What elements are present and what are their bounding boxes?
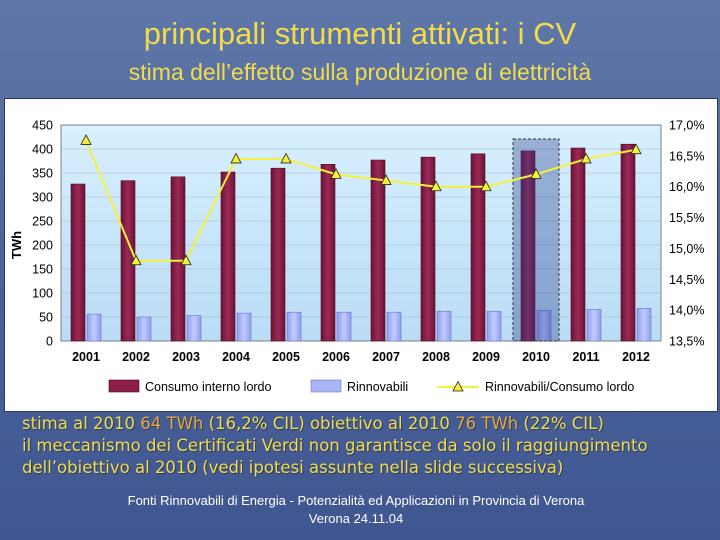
x-tick-label: 2001	[72, 350, 100, 364]
ratio-point	[280, 152, 292, 164]
ratio-point	[180, 254, 192, 266]
x-tick-label: 2002	[122, 350, 150, 364]
legend-label-consumo: Consumo interno lordo	[145, 380, 272, 394]
bar-consumo	[270, 167, 286, 342]
y2-tick-label: 15,5%	[669, 211, 704, 225]
bar-consumo	[470, 153, 486, 342]
ratio-point	[80, 134, 92, 145]
legend-label-ratio: Rinnovabili/Consumo lordo	[485, 380, 634, 394]
bar-consumo	[170, 176, 186, 342]
ratio-line-group	[80, 134, 642, 266]
x-tick-label: 2006	[322, 350, 350, 364]
y2-tick-label: 14,5%	[669, 273, 704, 287]
estimate-value: 64 TWh	[140, 414, 204, 433]
x-axis-ticks: 2001 2002 2003 2004 2005 2006 2007 2008 2009 2010…	[72, 350, 650, 364]
bar-consumo	[570, 147, 586, 342]
legend-marker-ratio	[452, 380, 464, 392]
footer: Fonti Rinnovabili di Energia - Potenzial…	[0, 492, 712, 528]
notes-line-1c: (16,2% CIL) obiettivo al 2010	[203, 414, 456, 433]
bar-rinnovabili	[336, 311, 352, 342]
target-value: 76 TWh	[455, 414, 519, 433]
bar-rinnovabili	[136, 316, 152, 342]
bar-rinnovabili	[486, 310, 502, 342]
bar-rinnovabili	[636, 308, 652, 342]
bar-rinnovabili	[186, 315, 202, 342]
plot-area	[60, 124, 662, 342]
notes-line-2: il meccanismo dei Certificati Verdi non …	[22, 436, 648, 455]
bar-rinnovabili	[236, 312, 252, 342]
ratio-point	[330, 168, 342, 179]
legend-swatch-rinnovabili	[310, 379, 342, 393]
x-tick-label: 2012	[622, 350, 650, 364]
bar-consumo	[370, 159, 386, 342]
bar-consumo	[220, 171, 236, 342]
y-axis-label: TWh	[9, 231, 24, 259]
x-tick-label: 2008	[422, 350, 450, 364]
y-tick-label: 350	[32, 167, 53, 181]
notes-line-3: dell’obiettivo al 2010 (vedi ipotesi ass…	[22, 458, 564, 477]
slide-subtitle: stima dell’effetto sulla produzione di e…	[128, 59, 592, 85]
y2-tick-label: 14,0%	[669, 304, 704, 318]
y-tick-label: 250	[32, 215, 53, 229]
y-tick-label: 400	[32, 143, 53, 157]
notes-line-1: stima al 2010 64 TWh (16,2% CIL) obietti…	[22, 413, 712, 435]
y-tick-label: 100	[32, 287, 53, 301]
bar-rinnovabili	[386, 311, 402, 342]
combo-chart: 0 50 100 150 200 250 300 350 400 450 13,5% 14,0% 14…	[9, 119, 704, 395]
grid-lines	[61, 148, 661, 318]
chart-container: 0 50 100 150 200 250 300 350 400 450 13,5% 14,0% 14…	[4, 98, 718, 412]
y2-tick-label: 13,5%	[669, 335, 704, 349]
notes-line-1a: stima al 2010	[22, 414, 141, 433]
y-tick-label: 200	[32, 239, 53, 253]
ratio-point	[480, 180, 492, 192]
legend-swatch-consumo	[108, 379, 140, 393]
y-axis-ticks: 0 50 100 150 200 250 300 350 400 450	[32, 119, 53, 349]
y2-tick-label: 15,0%	[669, 242, 704, 256]
y-tick-label: 150	[32, 263, 53, 277]
y2-tick-label: 17,0%	[669, 119, 704, 133]
y2-tick-label: 16,5%	[669, 149, 704, 163]
ratio-point	[530, 168, 542, 179]
chart-legend: Consumo interno lordo Rinnovabili Rinnovab…	[108, 379, 634, 394]
x-tick-label: 2007	[372, 350, 400, 364]
bar-consumo	[320, 164, 336, 342]
bar-consumo	[620, 143, 636, 342]
y2-axis-ticks: 13,5% 14,0% 14,5% 15,0% 15,5% 16,0% 16,5% 17,0%	[669, 119, 704, 349]
bar-rinnovabili	[436, 310, 452, 342]
bar-rinnovabili	[286, 311, 302, 342]
ratio-point	[380, 174, 392, 185]
bar-consumo	[70, 183, 86, 342]
x-tick-label: 2005	[272, 350, 300, 364]
slide-title: principali strumenti attivati: i CV	[143, 16, 577, 51]
y-tick-label: 300	[32, 191, 53, 205]
bar-rinnovabili	[86, 313, 102, 342]
y-tick-label: 50	[39, 311, 53, 325]
legend-label-rinnovabili: Rinnovabili	[347, 380, 408, 394]
footer-line-2: Verona 24.11.04	[308, 511, 404, 526]
x-tick-label: 2003	[172, 350, 200, 364]
bar-consumo	[520, 150, 536, 342]
notes-block: stima al 2010 64 TWh (16,2% CIL) obietti…	[22, 413, 712, 479]
x-tick-label: 2004	[222, 350, 250, 364]
y2-tick-label: 16,0%	[669, 180, 704, 194]
footer-line-1: Fonti Rinnovabili di Energia - Potenzial…	[127, 493, 585, 508]
bar-rinnovabili	[586, 309, 602, 342]
ratio-point	[430, 180, 442, 192]
ratio-point	[580, 152, 592, 164]
ratio-point	[630, 143, 642, 155]
ratio-point	[230, 152, 242, 164]
bar-consumo	[420, 156, 436, 342]
x-tick-label: 2011	[572, 350, 599, 364]
x-tick-label: 2009	[472, 350, 500, 364]
bars-group	[70, 143, 652, 342]
highlight-box	[512, 138, 560, 342]
y-tick-label: 0	[46, 335, 53, 349]
ratio-point	[130, 254, 142, 266]
y-tick-label: 450	[32, 119, 53, 133]
ratio-line	[85, 140, 637, 262]
notes-line-1e: (22% CIL)	[518, 414, 604, 433]
x-tick-label: 2010	[522, 350, 550, 364]
highlight-group	[512, 138, 560, 342]
